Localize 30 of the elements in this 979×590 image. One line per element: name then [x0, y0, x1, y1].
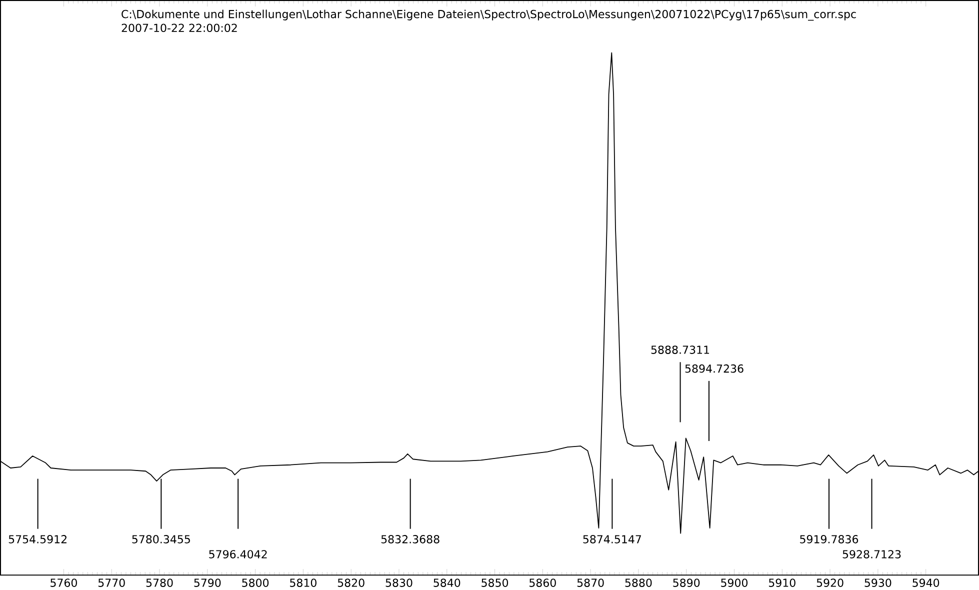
x-tick-label: 5790 [194, 578, 221, 587]
x-tick-label: 5870 [577, 578, 604, 587]
x-tick-label: 5760 [50, 578, 77, 587]
ref-line-label: 5832.3688 [381, 534, 440, 544]
ref-line-label: 5919.7836 [800, 534, 858, 544]
x-tick-label: 5780 [146, 578, 173, 587]
ref-line-label: 5780.3455 [132, 534, 190, 544]
x-tick-label: 5820 [338, 578, 364, 587]
ref-line-label: 5754.5912 [8, 534, 66, 544]
ref-line-label: 5874.5147 [583, 534, 641, 544]
x-tick-label: 5800 [242, 578, 269, 587]
x-tick-label: 5770 [98, 578, 125, 587]
x-tick-label: 5900 [721, 578, 748, 587]
ref-line-label: 5894.7236 [685, 364, 744, 373]
ref-line-label: 5928.7123 [842, 550, 901, 558]
x-tick-label: 5930 [864, 578, 892, 587]
x-tick-label: 5910 [768, 578, 796, 587]
x-tick-label: 5840 [434, 578, 460, 587]
chart-subtitle: 2007-10-22 22:00:02 [122, 24, 237, 32]
x-tick-label: 5890 [673, 578, 700, 587]
ref-line-label: 5888.7311 [651, 345, 710, 354]
chart-title: C:\Dokumente und Einstellungen\Lothar Schanne\Eigene Dateien\Spectro\SpectroLo\Messungen\20071022\PCyg\17p65\sum_corr.spc [122, 10, 856, 21]
x-tick-label: 5880 [625, 578, 652, 587]
x-tick-label: 5860 [530, 578, 556, 587]
x-tick-label: 5830 [386, 578, 412, 587]
x-tick-label: 5810 [290, 578, 316, 587]
ref-line-label: 5796.4042 [209, 550, 267, 558]
x-tick-label: 5850 [482, 578, 508, 587]
x-tick-label: 5920 [816, 578, 844, 587]
x-tick-label: 5940 [912, 578, 940, 587]
